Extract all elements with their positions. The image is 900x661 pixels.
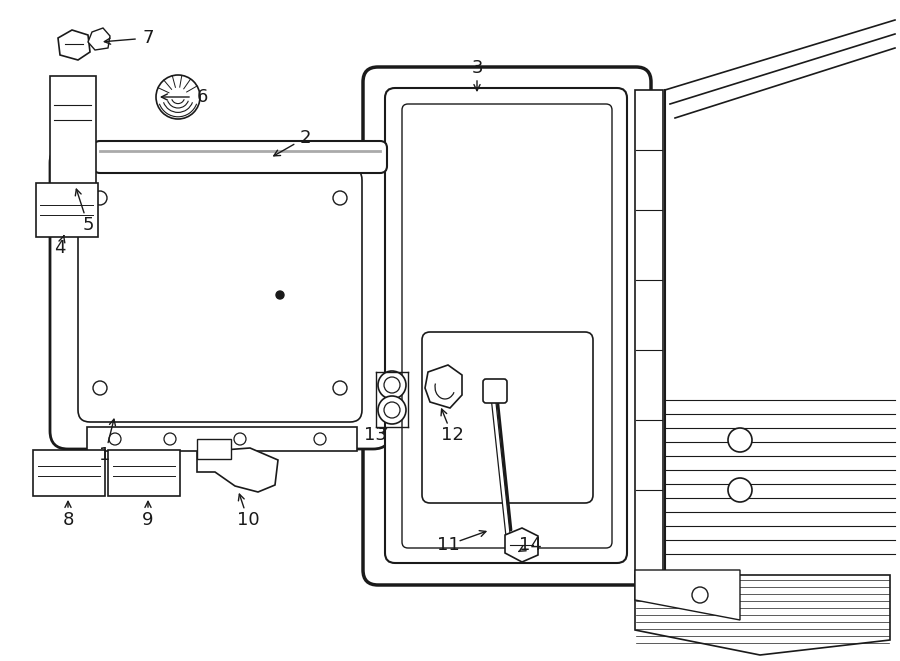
Polygon shape xyxy=(505,528,538,562)
FancyBboxPatch shape xyxy=(108,450,180,496)
FancyBboxPatch shape xyxy=(33,450,105,496)
Circle shape xyxy=(333,381,347,395)
Circle shape xyxy=(109,433,121,445)
Polygon shape xyxy=(88,28,110,50)
Text: 10: 10 xyxy=(237,511,259,529)
FancyBboxPatch shape xyxy=(50,76,96,188)
Circle shape xyxy=(164,433,176,445)
Polygon shape xyxy=(635,570,740,620)
Circle shape xyxy=(234,433,246,445)
Circle shape xyxy=(276,291,284,299)
FancyBboxPatch shape xyxy=(87,427,357,451)
Polygon shape xyxy=(635,575,890,655)
Circle shape xyxy=(692,587,708,603)
FancyBboxPatch shape xyxy=(363,67,651,585)
FancyBboxPatch shape xyxy=(385,88,627,563)
FancyBboxPatch shape xyxy=(36,183,98,237)
Text: 11: 11 xyxy=(436,536,459,554)
FancyBboxPatch shape xyxy=(483,379,507,403)
FancyBboxPatch shape xyxy=(402,104,612,548)
Circle shape xyxy=(314,433,326,445)
FancyBboxPatch shape xyxy=(197,439,231,459)
Polygon shape xyxy=(197,448,278,492)
Text: 1: 1 xyxy=(99,446,111,464)
Text: 3: 3 xyxy=(472,59,482,77)
Circle shape xyxy=(728,478,752,502)
Text: 7: 7 xyxy=(142,29,154,47)
Text: 4: 4 xyxy=(54,239,66,257)
Text: 5: 5 xyxy=(82,216,94,234)
Circle shape xyxy=(156,75,200,119)
Circle shape xyxy=(93,381,107,395)
FancyBboxPatch shape xyxy=(93,141,387,173)
Circle shape xyxy=(384,402,400,418)
Polygon shape xyxy=(425,365,462,408)
Polygon shape xyxy=(58,30,90,60)
Circle shape xyxy=(384,377,400,393)
Text: 13: 13 xyxy=(364,426,386,444)
Text: 14: 14 xyxy=(518,536,542,554)
Text: 6: 6 xyxy=(196,88,208,106)
Circle shape xyxy=(93,191,107,205)
Bar xyxy=(635,90,663,580)
Circle shape xyxy=(378,371,406,399)
Circle shape xyxy=(378,396,406,424)
Text: 8: 8 xyxy=(62,511,74,529)
Text: 9: 9 xyxy=(142,511,154,529)
Text: 2: 2 xyxy=(299,129,310,147)
Text: 12: 12 xyxy=(441,426,464,444)
Circle shape xyxy=(728,428,752,452)
FancyBboxPatch shape xyxy=(78,168,362,422)
FancyBboxPatch shape xyxy=(50,145,391,449)
Circle shape xyxy=(333,191,347,205)
FancyBboxPatch shape xyxy=(422,332,593,503)
